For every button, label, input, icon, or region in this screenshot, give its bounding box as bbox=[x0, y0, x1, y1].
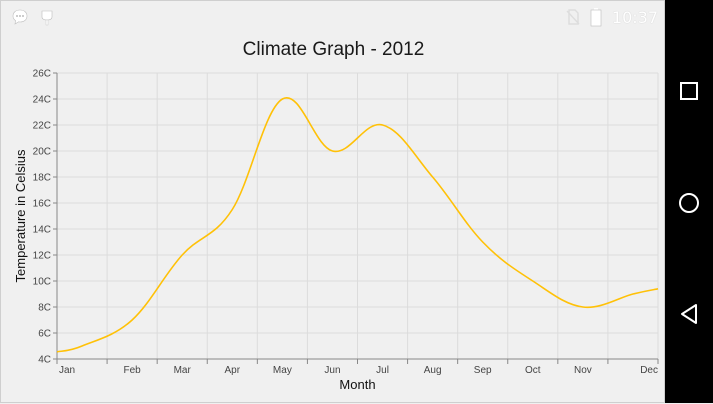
x-tick-label: Jun bbox=[324, 365, 340, 376]
circle-icon bbox=[679, 193, 699, 213]
status-time: 10:37 bbox=[611, 7, 658, 27]
y-tick-label: 26C bbox=[33, 69, 51, 80]
recents-button[interactable] bbox=[665, 67, 713, 115]
battery-icon bbox=[590, 7, 602, 27]
status-left-icons bbox=[11, 8, 55, 26]
chart-ticks: 4C 6C 8C 10C 12C 14C 16C 18C 20C 22C 24C 26C Jan Feb M… bbox=[33, 69, 658, 377]
status-bar: 10:37 bbox=[1, 1, 666, 33]
x-tick-label: Oct bbox=[525, 365, 541, 376]
chart-grid bbox=[56, 72, 659, 360]
x-tick-label: May bbox=[273, 365, 292, 376]
y-tick-label: 14C bbox=[33, 225, 51, 236]
x-tick-label: Dec bbox=[640, 365, 658, 376]
chart-axes bbox=[53, 72, 659, 364]
back-button[interactable] bbox=[665, 290, 713, 338]
y-tick-label: 16C bbox=[33, 199, 51, 210]
y-tick-label: 18C bbox=[33, 173, 51, 184]
x-tick-label: Apr bbox=[225, 365, 241, 376]
x-tick-label: Nov bbox=[574, 365, 592, 376]
android-debug-icon bbox=[39, 8, 55, 26]
home-button[interactable] bbox=[665, 179, 713, 227]
y-tick-label: 12C bbox=[33, 251, 51, 262]
app-screen: 10:37 Climate Graph - 2012 4C 6C 8C 10C 12C 1… bbox=[0, 0, 665, 403]
x-tick-label: Aug bbox=[424, 365, 442, 376]
temperature-line bbox=[56, 96, 659, 353]
triangle-back-icon bbox=[681, 304, 697, 324]
x-tick-label: Mar bbox=[174, 365, 192, 376]
y-tick-label: 10C bbox=[33, 277, 51, 288]
x-tick-label: Sep bbox=[474, 365, 492, 376]
x-tick-label: Jul bbox=[376, 365, 389, 376]
y-axis-label: Temperature in Celsius bbox=[13, 149, 28, 282]
y-tick-label: 8C bbox=[38, 303, 51, 314]
navigation-bar bbox=[665, 0, 713, 403]
y-tick-label: 6C bbox=[38, 329, 51, 340]
y-tick-label: 24C bbox=[33, 95, 51, 106]
chart-title: Climate Graph - 2012 bbox=[242, 39, 425, 60]
x-tick-label: Feb bbox=[124, 365, 142, 376]
x-tick-label: Jan bbox=[59, 365, 75, 376]
chart-series bbox=[56, 96, 659, 353]
no-sim-icon bbox=[566, 8, 580, 26]
square-icon bbox=[680, 82, 698, 100]
status-right-icons: 10:37 bbox=[566, 7, 658, 27]
x-axis-label: Month bbox=[339, 377, 375, 392]
y-tick-label: 20C bbox=[33, 147, 51, 158]
y-tick-label: 4C bbox=[38, 355, 51, 366]
chat-bubble-icon bbox=[11, 8, 29, 26]
climate-chart: 4C 6C 8C 10C 12C 14C 16C 18C 20C 22C 24C 26C Jan Feb M… bbox=[13, 69, 659, 392]
y-tick-label: 22C bbox=[33, 121, 51, 132]
